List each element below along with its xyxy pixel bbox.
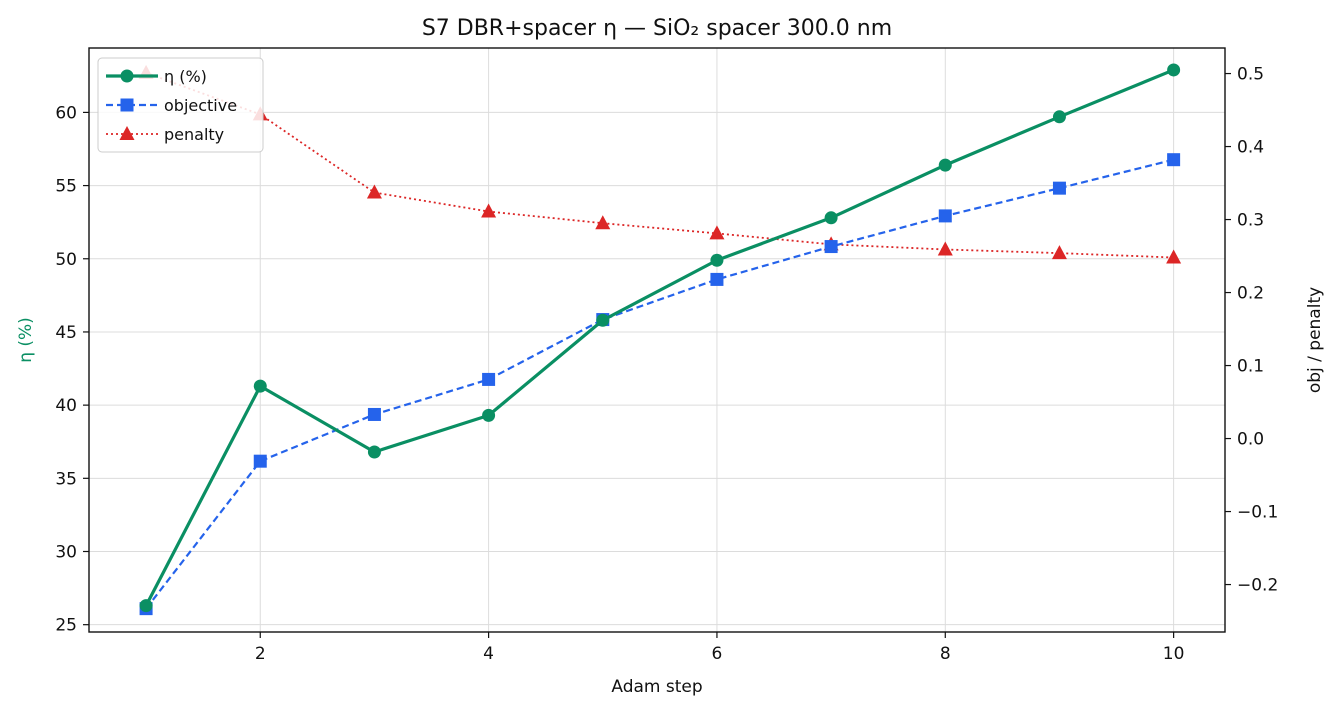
data-point (938, 209, 952, 223)
x-tick-label: 4 (483, 644, 494, 664)
legend-label: objective (164, 96, 237, 115)
y-left-axis-ticks: 25 30 35 40 45 50 55 60 (55, 103, 89, 636)
legend-box (97, 57, 264, 153)
data-point (367, 445, 381, 459)
x-tick-label: 2 (255, 644, 266, 664)
data-point (1051, 245, 1067, 260)
x-tick-label: 6 (712, 644, 723, 664)
data-point (482, 372, 496, 386)
y-left-tick-label: 45 (55, 323, 77, 343)
data-point (937, 241, 953, 256)
y-left-tick-label: 30 (55, 542, 77, 562)
data-point (596, 313, 610, 327)
series-line (145, 71, 1174, 259)
series-objective (139, 153, 1181, 616)
grid-lines (89, 48, 1225, 632)
y-left-tick-label: 35 (55, 469, 77, 489)
x-tick-label: 10 (1163, 644, 1185, 664)
x-axis-label: Adam step (611, 677, 702, 697)
legend: η (%) objective penalty (97, 57, 264, 153)
data-point (824, 211, 838, 225)
data-point (367, 407, 381, 421)
data-point (1052, 110, 1066, 124)
y-right-axis-label: obj / penalty (1305, 287, 1325, 393)
data-point (366, 184, 382, 199)
data-point (253, 454, 267, 468)
y-left-tick-label: 55 (55, 177, 77, 197)
y-right-tick-label: 0.5 (1237, 65, 1264, 85)
y-right-tick-label: −0.1 (1237, 503, 1278, 523)
data-point (595, 215, 611, 230)
y-right-tick-label: 0.4 (1237, 138, 1264, 158)
data-point (1166, 249, 1182, 264)
data-point (1167, 153, 1181, 167)
legend-label: penalty (164, 125, 224, 144)
plot-frame (88, 47, 1226, 633)
data-point (139, 599, 153, 613)
y-left-tick-label: 25 (55, 616, 77, 636)
series- (139, 63, 1181, 613)
y-left-tick-label: 60 (55, 103, 77, 123)
y-right-tick-label: 0.2 (1237, 284, 1264, 304)
y-right-tick-label: 0.0 (1237, 430, 1264, 450)
plot-series (138, 63, 1182, 616)
chart-title: S7 DBR+spacer η — SiO₂ spacer 300.0 nm (422, 16, 892, 41)
series-penalty (138, 64, 1182, 264)
data-point (1167, 63, 1181, 77)
data-point (481, 203, 497, 218)
data-point (710, 272, 724, 286)
y-right-tick-label: 0.1 (1237, 357, 1264, 377)
data-point (824, 240, 838, 254)
series-line (144, 68, 1175, 607)
data-point (253, 379, 267, 393)
x-tick-label: 8 (940, 644, 951, 664)
data-point (710, 253, 724, 267)
y-right-axis-ticks: −0.2 −0.1 0.0 0.1 0.2 0.3 0.4 0.5 (1225, 65, 1278, 596)
y-right-tick-label: 0.3 (1237, 211, 1264, 231)
data-point (482, 408, 496, 422)
y-left-tick-label: 40 (55, 396, 77, 416)
x-axis-ticks: 2 4 6 8 10 (255, 632, 1185, 664)
series-line (145, 158, 1174, 610)
y-right-tick-label: −0.2 (1237, 576, 1278, 596)
legend-label: η (%) (164, 67, 207, 86)
data-point (709, 225, 725, 240)
data-point (1052, 181, 1066, 195)
legend-swatch-marker (120, 69, 134, 83)
data-point (938, 158, 952, 172)
legend-swatch-marker (120, 98, 134, 112)
y-left-axis-label: η (%) (16, 317, 36, 363)
y-left-tick-label: 50 (55, 250, 77, 270)
legend-swatch-marker (119, 126, 135, 140)
